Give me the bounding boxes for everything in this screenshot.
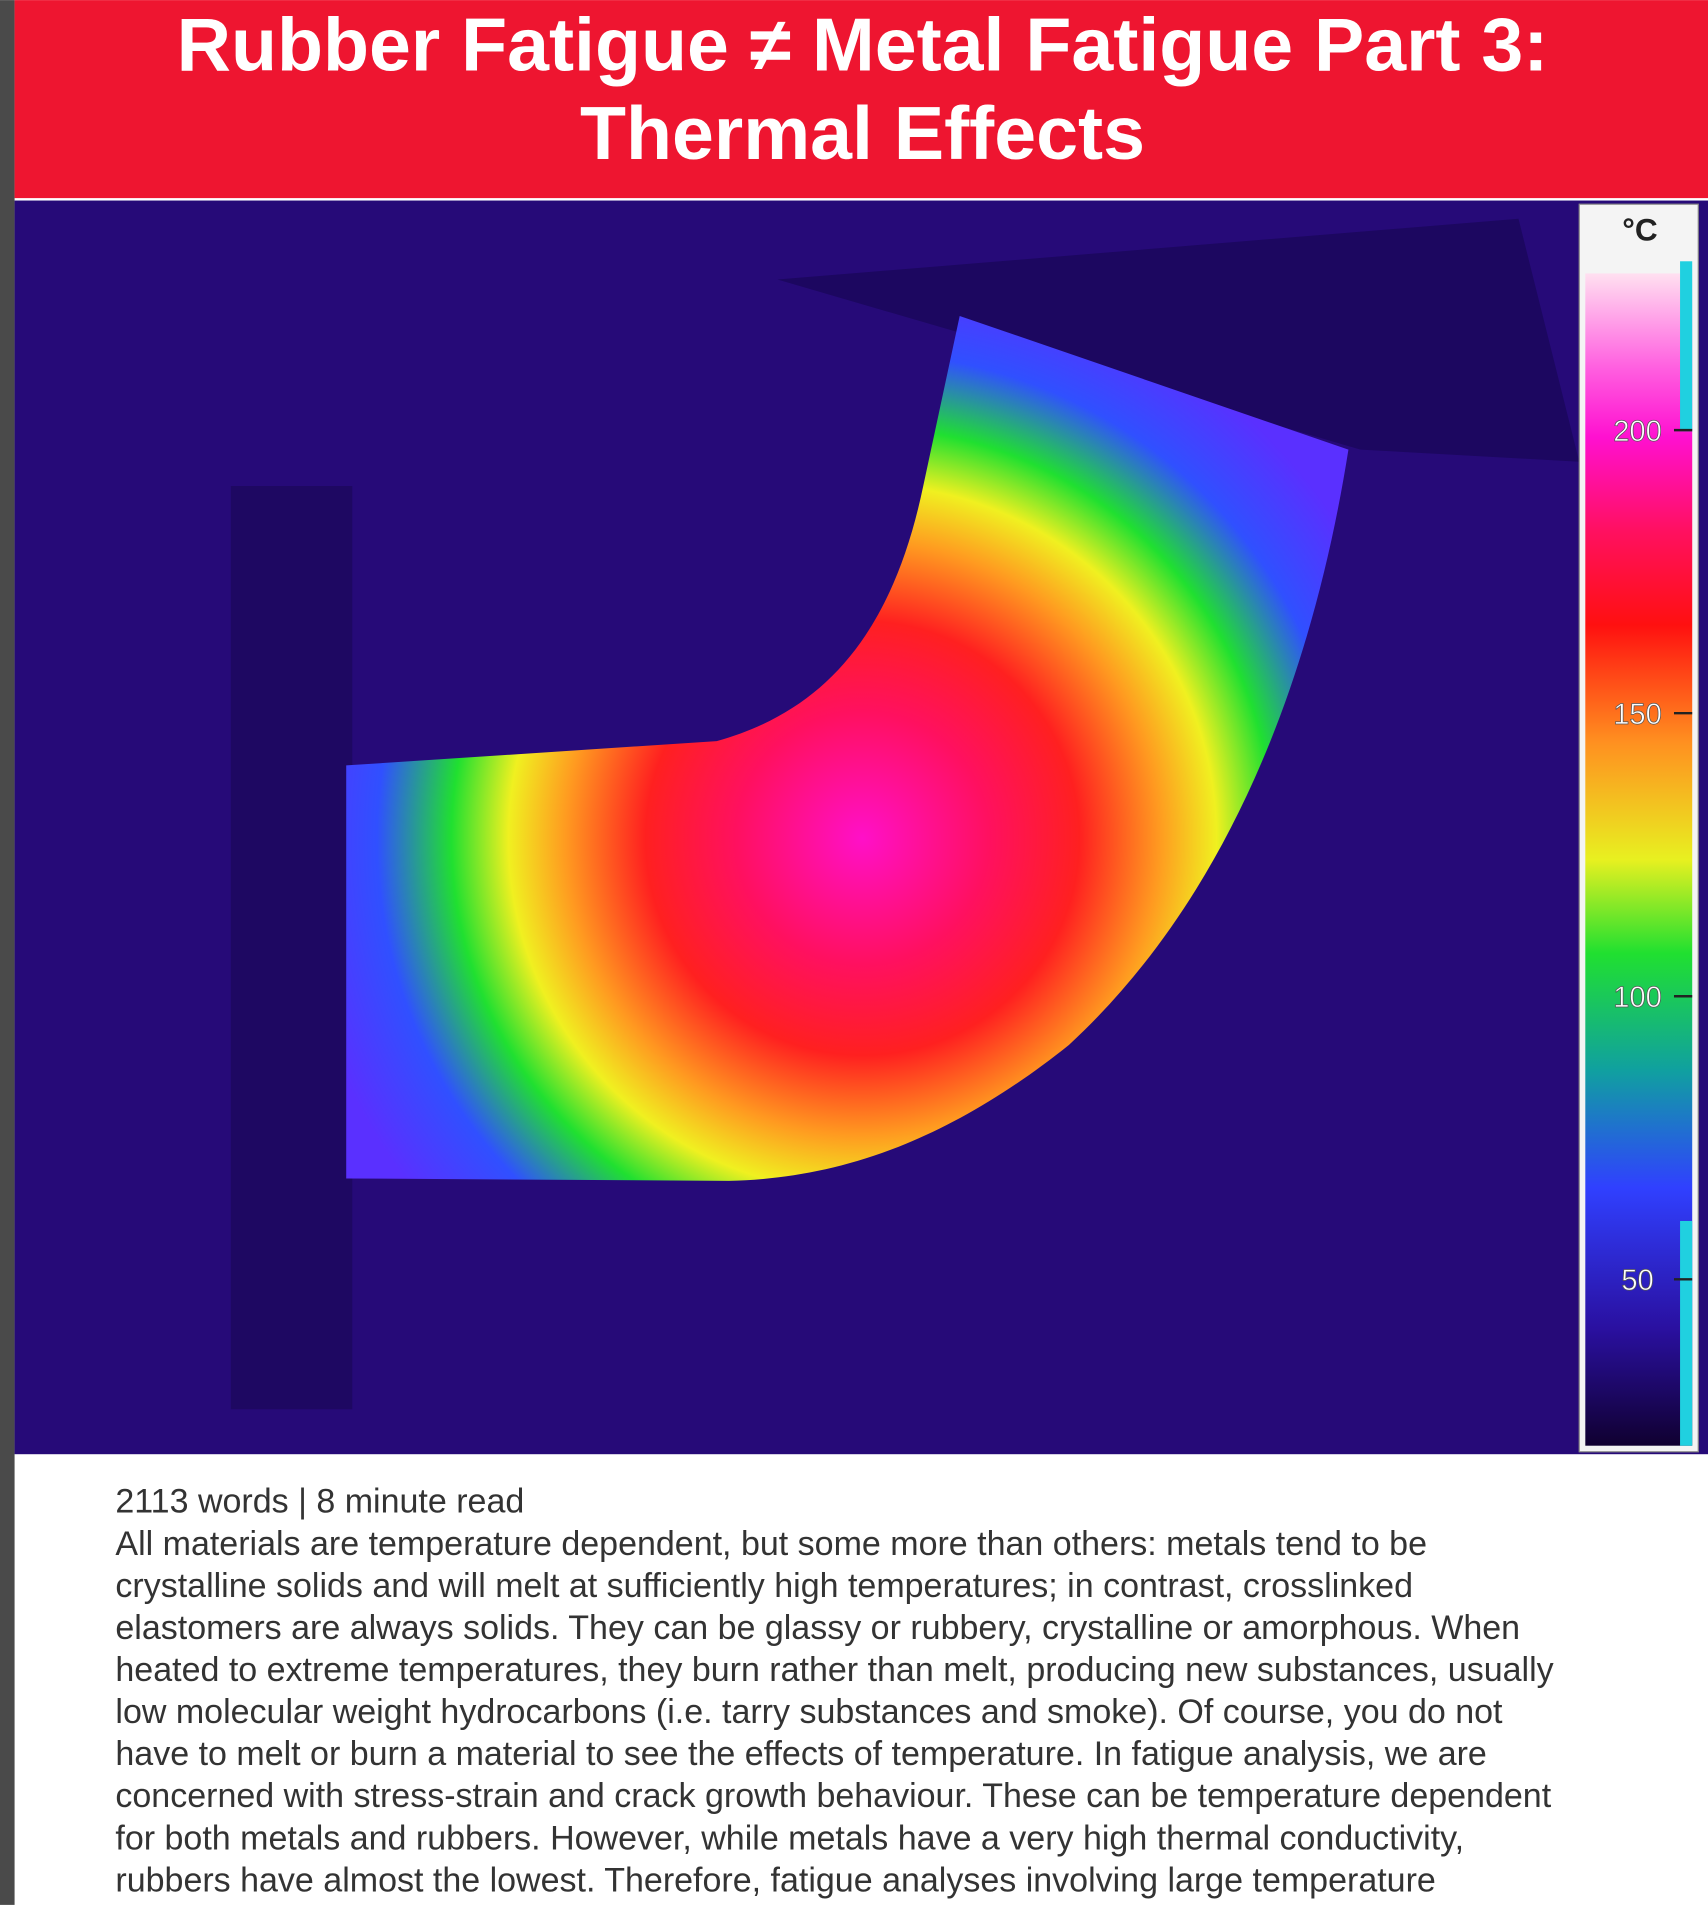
article-line: concerned with stress-strain and crack g…	[115, 1777, 1551, 1815]
article-line: heated to extreme temperatures, they bur…	[115, 1651, 1553, 1689]
colorbar-tick-label: 200	[1613, 416, 1662, 448]
page: Rubber Fatigue ≠ Metal Fatigue Part 3: T…	[0, 0, 1708, 1905]
colorbar-tick-label: 100	[1613, 982, 1662, 1014]
thermal-image	[15, 201, 1708, 1455]
colorbar: °C 200 150 100 50	[1579, 204, 1698, 1452]
title-line: Rubber Fatigue ≠ Metal Fatigue Part 3:	[177, 3, 1549, 87]
article-line: elastomers are always solids. They can b…	[115, 1609, 1520, 1647]
article-line: for both metals and rubbers. However, wh…	[115, 1819, 1464, 1857]
left-edge	[0, 0, 15, 1905]
colorbar-tick-label: 150	[1613, 699, 1662, 731]
fixture	[231, 486, 352, 1409]
title-line: Thermal Effects	[580, 91, 1145, 175]
article-line: crystalline solids and will melt at suff…	[115, 1567, 1413, 1605]
article-line: rubbers have almost the lowest. Therefor…	[115, 1861, 1435, 1899]
colorbar-marker	[1680, 1221, 1692, 1446]
colorbar-tick-label: 50	[1621, 1265, 1653, 1297]
article-line: have to melt or burn a material to see t…	[115, 1735, 1486, 1773]
colorbar-marker	[1680, 261, 1692, 431]
article-line: All materials are temperature dependent,…	[115, 1525, 1427, 1563]
colorbar-unit: °C	[1622, 212, 1657, 248]
article-line: low molecular weight hydrocarbons (i.e. …	[115, 1693, 1503, 1731]
article-meta: 2113 words | 8 minute read	[115, 1483, 524, 1521]
